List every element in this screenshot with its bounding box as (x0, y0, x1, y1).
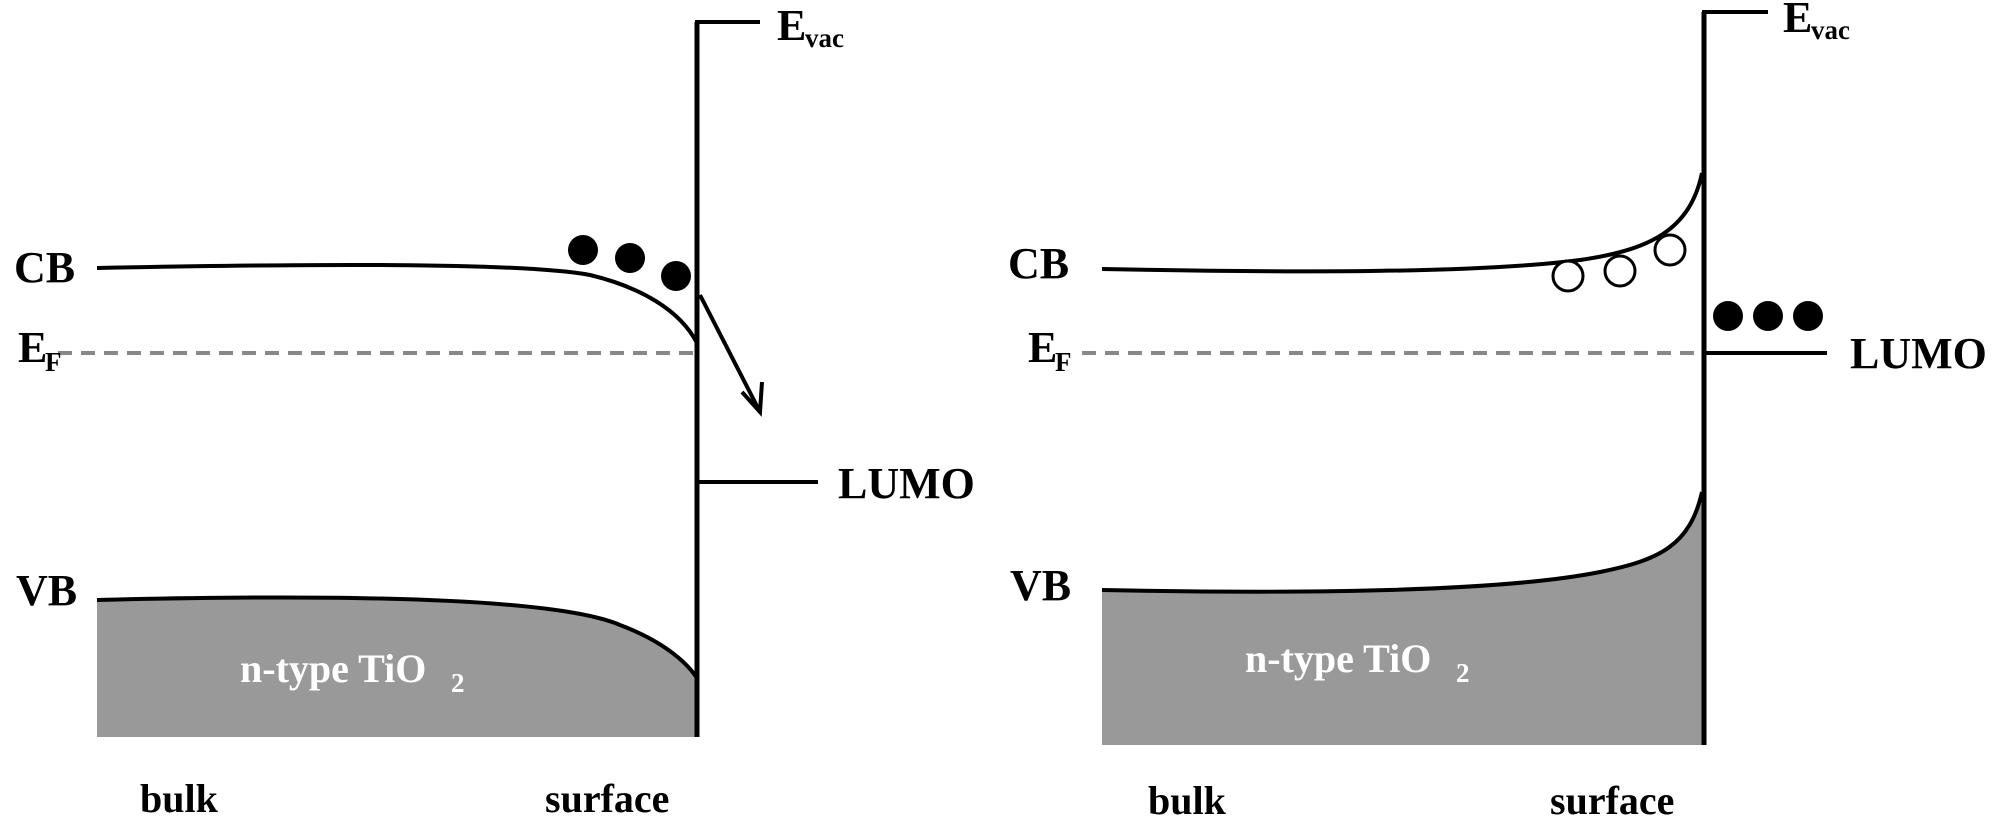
bulk-label: bulk (140, 776, 219, 818)
conduction-band-edge (1101, 172, 1704, 274)
surface-label: surface (545, 776, 669, 818)
valence-band-fill (1102, 492, 1702, 745)
valence-band-edge (96, 595, 699, 680)
electron-dot (1713, 301, 1743, 331)
panel-right-upward-bending: CB E F VB E vac LUMO n-type TiO 2 bulk s… (1008, 0, 1987, 823)
cb-label: CB (14, 243, 75, 292)
valence-band-edge (1101, 491, 1704, 594)
electron-dot (1753, 301, 1783, 331)
lumo-label: LUMO (1850, 329, 1987, 378)
electron-dot (568, 235, 598, 265)
cb-label: CB (1008, 239, 1069, 288)
fermi-level-subscript: F (1055, 347, 1072, 377)
material-subscript: 2 (451, 668, 465, 698)
hole-circle (1603, 254, 1637, 288)
conduction-band-edge (96, 262, 699, 344)
valence-band-fill (97, 597, 697, 737)
fermi-level-label: E (18, 323, 47, 372)
electron-dot (661, 261, 691, 291)
hole-circle (1551, 259, 1585, 293)
fermi-level-label: E (1028, 323, 1057, 372)
hole-circle (1653, 233, 1687, 267)
vacuum-level-subscript: vac (1811, 15, 1850, 45)
vb-label: VB (1010, 561, 1071, 610)
material-label: n-type TiO (1245, 636, 1431, 681)
electron-dot (615, 243, 645, 273)
electron-transfer-arrow (698, 294, 764, 417)
surface-label: surface (1550, 778, 1674, 818)
material-label: n-type TiO (240, 646, 426, 691)
vacuum-level-subscript: vac (805, 23, 844, 53)
vb-label: VB (16, 566, 77, 615)
electron-dot (1793, 301, 1823, 331)
fermi-level-subscript: F (45, 347, 62, 377)
vacuum-level-label: E (777, 1, 806, 50)
material-subscript: 2 (1456, 658, 1470, 688)
lumo-label: LUMO (838, 459, 975, 508)
panel-left-downward-bending: CB E F VB E vac LUMO n-type TiO 2 bulk s… (14, 1, 975, 821)
bulk-label: bulk (1148, 778, 1227, 818)
vacuum-level-label: E (1783, 0, 1812, 42)
